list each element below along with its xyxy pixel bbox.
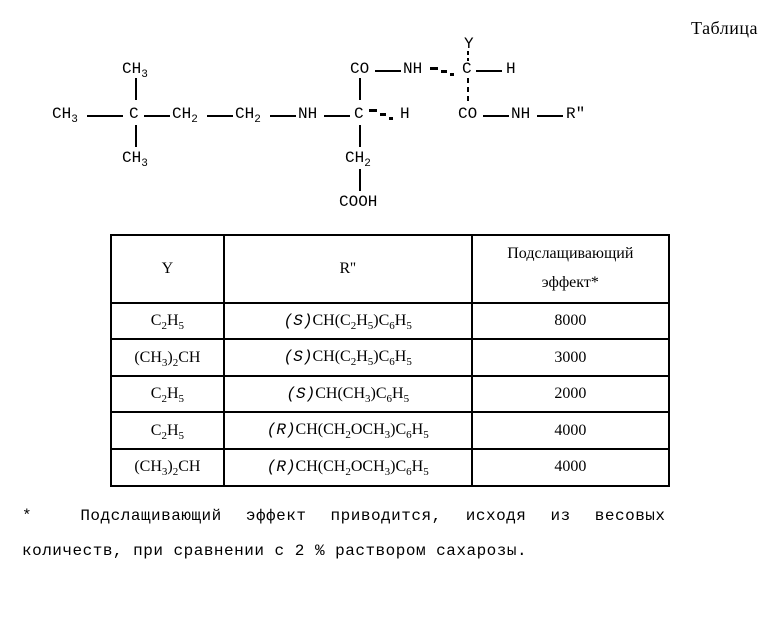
wedge xyxy=(389,117,393,120)
bond-dash xyxy=(467,58,469,61)
footnote-line2: количеств, при сравнении с 2 % раствором… xyxy=(22,534,758,569)
footnote-text1: Подслащивающий эффект приводится, исходя… xyxy=(80,507,665,525)
wedge xyxy=(369,109,377,112)
frag-nh-top: NH xyxy=(403,60,422,78)
wedge xyxy=(450,73,454,76)
frag-r: R" xyxy=(566,105,585,123)
frag-ch3-left: CH3 xyxy=(52,105,78,123)
wedge xyxy=(441,70,447,73)
bond-dash xyxy=(467,51,469,55)
col-effect: Подслащивающий эффект* xyxy=(472,235,669,303)
bond xyxy=(270,115,296,117)
frag-h-right: H xyxy=(506,60,516,78)
table-row: (CH3)2CH(R)CH(CH2OCH3)C6H54000 xyxy=(111,449,669,486)
cell-y: C2H5 xyxy=(111,412,224,449)
frag-ch3-top: CH3 xyxy=(122,60,148,78)
bond xyxy=(135,125,137,147)
frag-co-right: CO xyxy=(458,105,477,123)
frag-c-mid: C xyxy=(354,105,364,123)
frag-ch3-bot: CH3 xyxy=(122,149,148,167)
chemical-structure: CH3 CH3 C CH3 CH2 CH2 NH C H CH2 COOH CO… xyxy=(22,45,758,230)
bond xyxy=(359,125,361,147)
frag-nh-1: NH xyxy=(298,105,317,123)
cell-effect: 8000 xyxy=(472,303,669,340)
cell-effect: 3000 xyxy=(472,339,669,376)
bond-dash xyxy=(467,96,469,101)
frag-ch2-1: CH2 xyxy=(172,105,198,123)
wedge xyxy=(380,113,386,116)
frag-ch2-down: CH2 xyxy=(345,149,371,167)
frag-co-top: CO xyxy=(350,60,369,78)
bond xyxy=(207,115,233,117)
table-title: Таблица xyxy=(22,18,758,39)
bond xyxy=(476,70,502,72)
table-row: C2H5(S)CH(CH3)C6H52000 xyxy=(111,376,669,413)
col-r: R'' xyxy=(224,235,472,303)
data-table: Y R'' Подслащивающий эффект* C2H5(S)CH(C… xyxy=(110,234,670,487)
footnote-line1: * Подслащивающий эффект приводится, исхо… xyxy=(22,499,758,534)
table-row: (CH3)2CH(S)CH(C2H5)C6H53000 xyxy=(111,339,669,376)
cell-y: (CH3)2CH xyxy=(111,449,224,486)
bond-dash xyxy=(467,78,469,83)
frag-h-mid: H xyxy=(400,105,410,123)
col-y: Y xyxy=(111,235,224,303)
frag-nh-right: NH xyxy=(511,105,530,123)
bond xyxy=(144,115,170,117)
cell-y: (CH3)2CH xyxy=(111,339,224,376)
frag-c-right: C xyxy=(462,60,472,78)
table-row: C2H5(R)CH(CH2OCH3)C6H54000 xyxy=(111,412,669,449)
footnote: * Подслащивающий эффект приводится, исхо… xyxy=(22,499,758,569)
table-row: C2H5(S)CH(C2H5)C6H58000 xyxy=(111,303,669,340)
cell-r: (R)CH(CH2OCH3)C6H5 xyxy=(224,412,472,449)
bond xyxy=(483,115,509,117)
cell-r: (S)CH(C2H5)C6H5 xyxy=(224,339,472,376)
bond xyxy=(537,115,563,117)
cell-y: C2H5 xyxy=(111,303,224,340)
bond xyxy=(87,115,123,117)
cell-effect: 4000 xyxy=(472,449,669,486)
footnote-star: * xyxy=(22,507,32,525)
bond xyxy=(359,78,361,100)
frag-ch2-2: CH2 xyxy=(235,105,261,123)
bond-dash xyxy=(467,87,469,92)
cell-r: (S)CH(CH3)C6H5 xyxy=(224,376,472,413)
bond xyxy=(324,115,350,117)
cell-y: C2H5 xyxy=(111,376,224,413)
frag-c-center: C xyxy=(129,105,139,123)
frag-cooh: COOH xyxy=(339,193,377,211)
cell-r: (R)CH(CH2OCH3)C6H5 xyxy=(224,449,472,486)
cell-r: (S)CH(C2H5)C6H5 xyxy=(224,303,472,340)
wedge xyxy=(430,67,438,70)
bond xyxy=(135,78,137,100)
table-header-row: Y R'' Подслащивающий эффект* xyxy=(111,235,669,303)
bond xyxy=(375,70,401,72)
cell-effect: 4000 xyxy=(472,412,669,449)
bond xyxy=(359,169,361,191)
cell-effect: 2000 xyxy=(472,376,669,413)
